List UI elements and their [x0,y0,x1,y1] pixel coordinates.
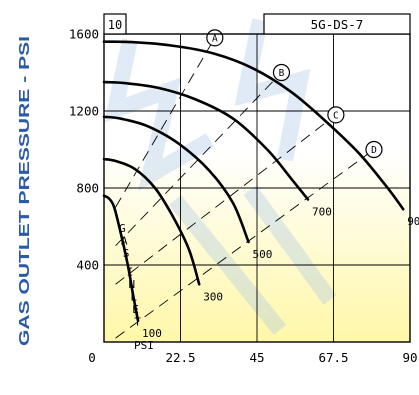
y-tick-label: 1600 [69,27,99,42]
title-box [263,13,411,35]
chart-title: 5G-DS-7 [311,17,364,32]
y-tick-label: 400 [76,258,99,273]
series-label: 500 [253,248,273,261]
operating-marker-label: B [279,68,285,79]
y-tick-label: 800 [76,181,99,196]
series-label: 100 [142,327,162,340]
series-line [102,80,310,201]
operating-marker [272,63,291,82]
series-label: 700 [312,206,332,219]
series-line [102,115,250,244]
x-tick-label: 0 [88,350,96,365]
operating-marker-label: A [212,33,218,44]
x-tick-label: 45 [249,350,264,365]
chart-id: 10 [108,18,122,32]
chart-id-box [103,13,127,35]
series-line [102,157,201,286]
series-label: 300 [203,290,223,303]
x-tick-label: 90 [402,350,417,365]
operating-marker-label: C [333,110,339,121]
operating-line [115,72,282,247]
series-line [102,40,405,211]
operating-lines [115,37,375,339]
series-label: PSI [134,339,154,352]
operating-marker [365,140,383,159]
plot-frame [103,33,411,343]
series-label: 900 [407,215,419,228]
tick-labels: 0 22.5 45 67.5 90 400 800 1200 1600 [69,27,418,366]
operating-marker-label: D [371,145,377,156]
operating-line [115,114,337,285]
y-tick-label: 1200 [69,104,99,119]
series-line [102,194,140,323]
operating-marker [327,106,345,124]
operating-line [115,37,216,208]
pressure-curves [102,40,405,323]
y-axis-title: GAS OUTLET PRESSURE - PSI [17,36,33,346]
y-axis-label: GAS OUTLET PRESSURE - PSI [17,36,33,346]
x-tick-label: 22.5 [165,350,195,365]
x-tick-label: 67.5 [318,350,348,365]
